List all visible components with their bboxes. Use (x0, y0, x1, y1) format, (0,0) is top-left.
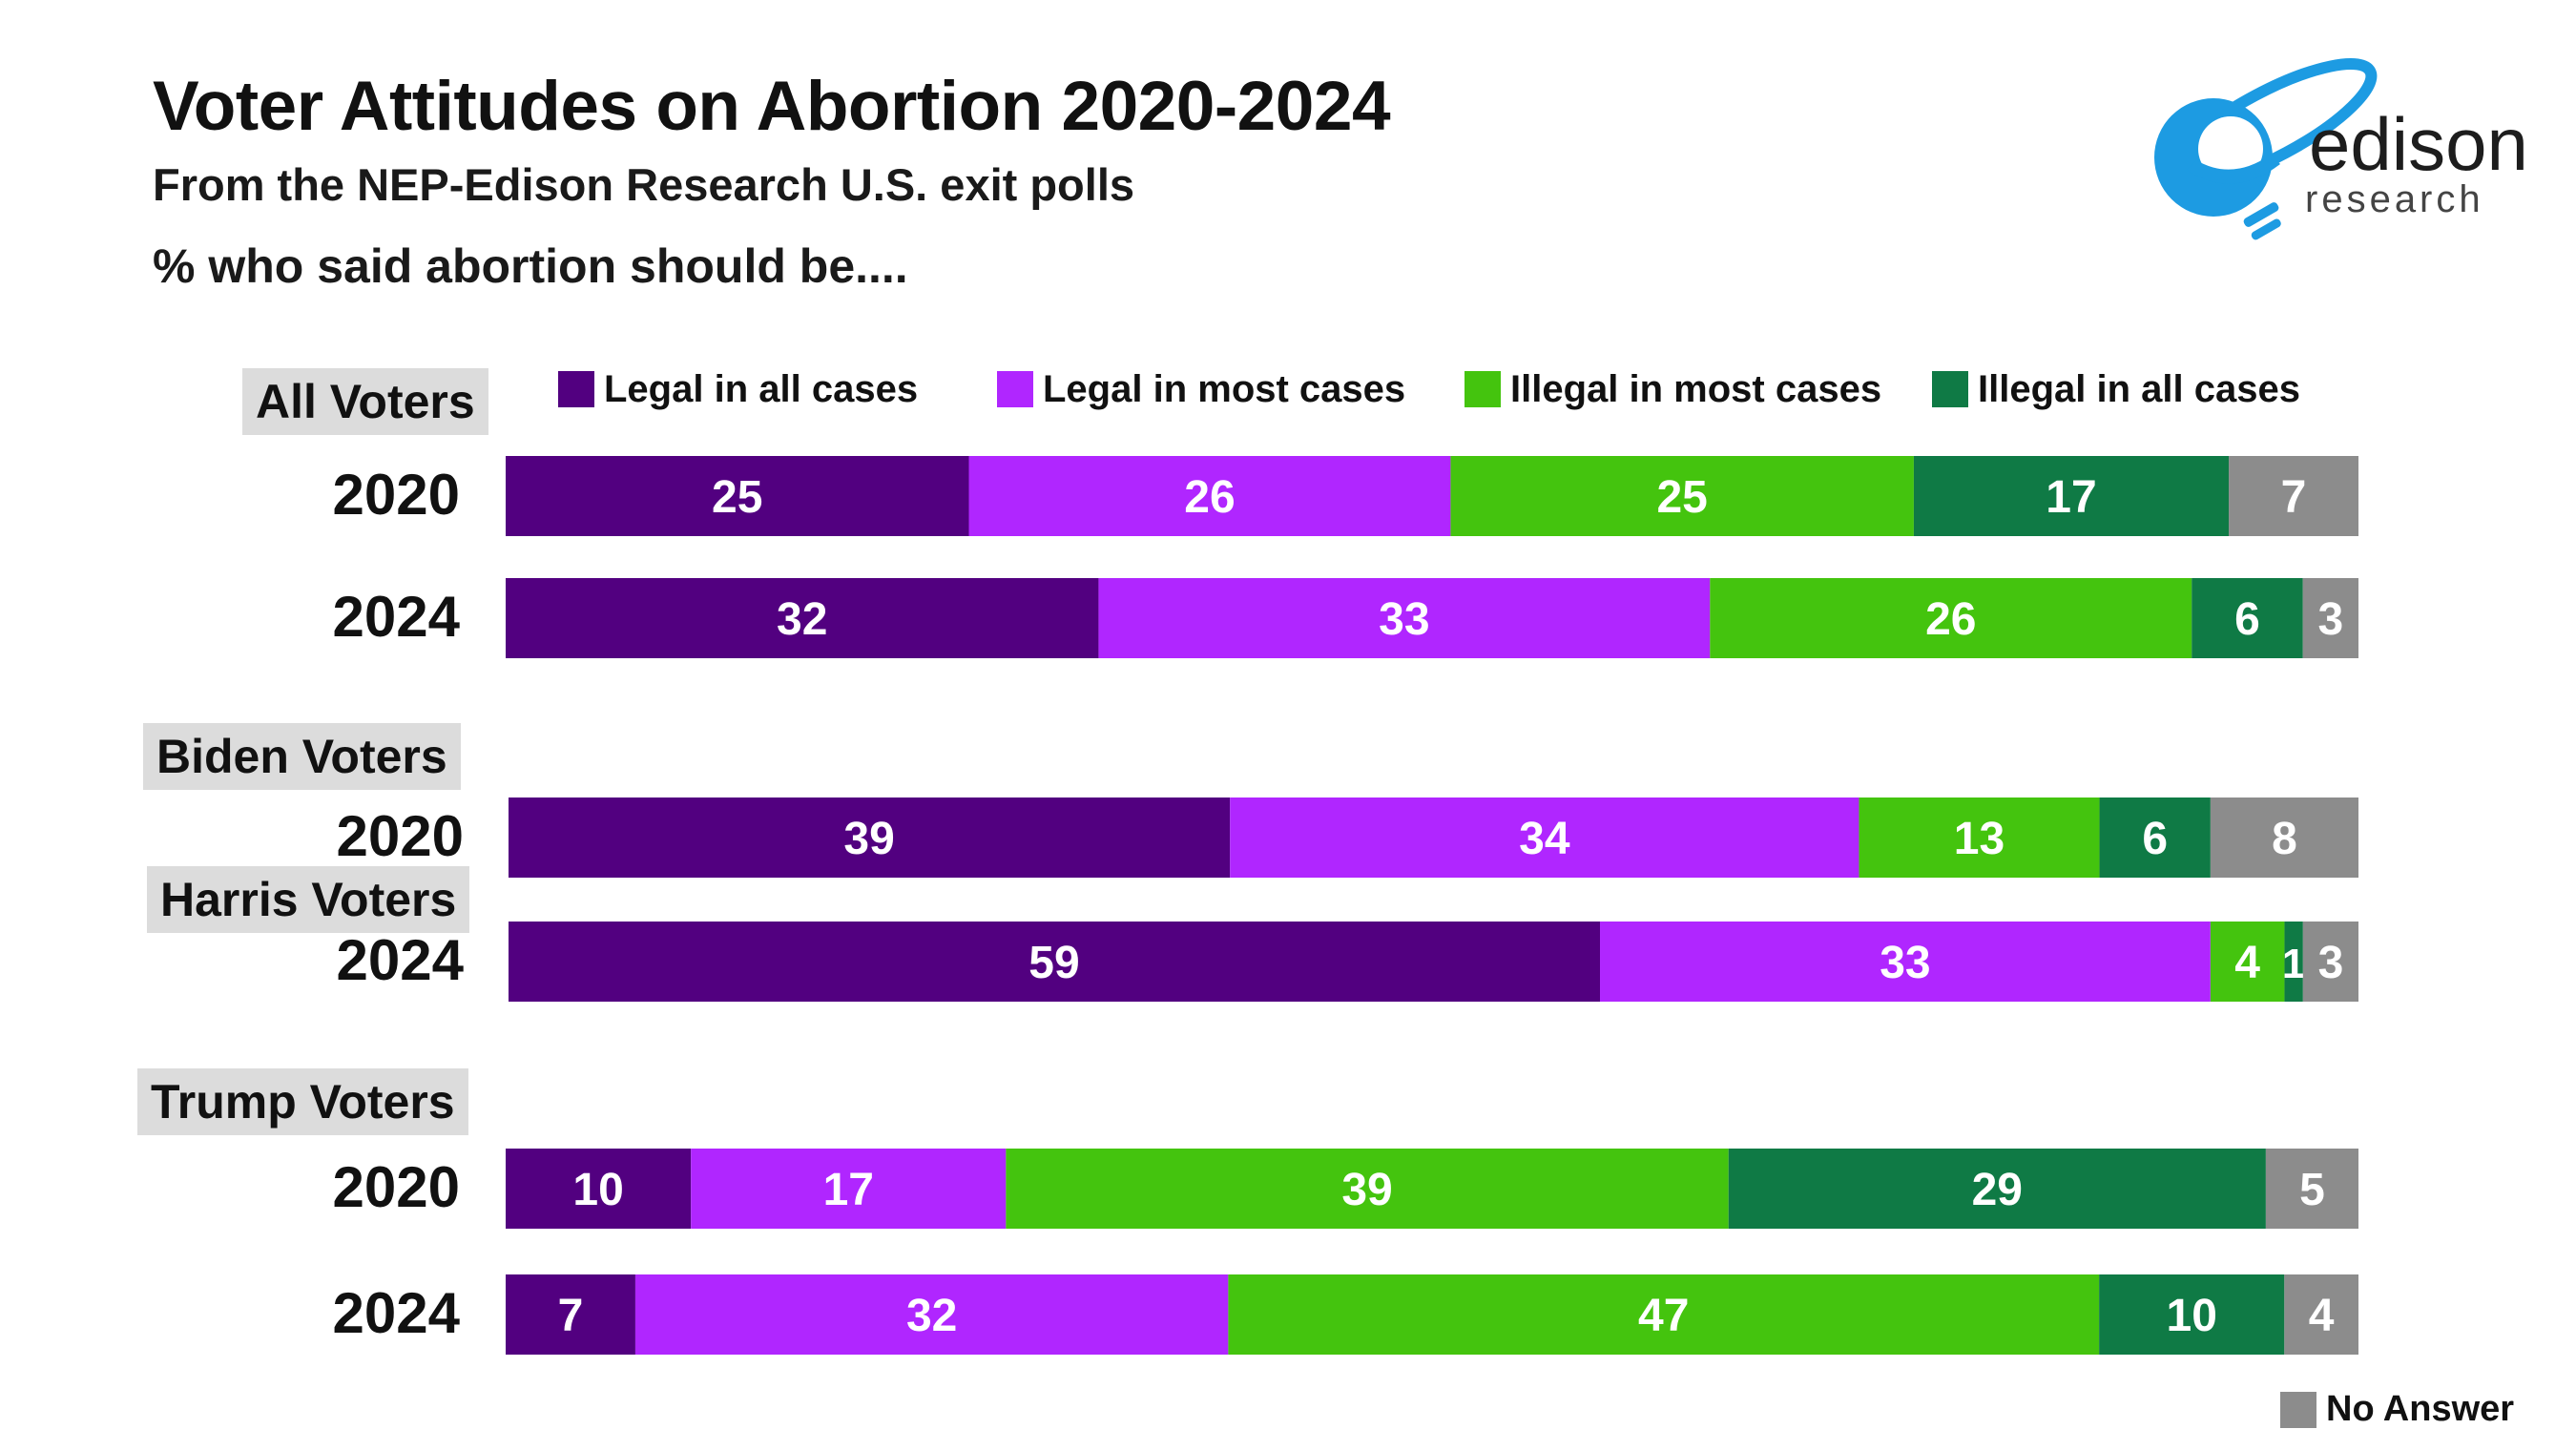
year-label-all-voters-2024: 2024 (332, 585, 460, 649)
legend-swatch-legal-in-most-cases (997, 371, 1033, 407)
data-label-all-voters-2020-legal-in-all-cases: 25 (712, 472, 762, 523)
logo-subword: research (2305, 178, 2484, 220)
data-label-harris-voters-2024-legal-in-all-cases: 59 (1028, 938, 1079, 988)
bar-segment-all-voters-2024-no-answer (2302, 578, 2358, 658)
bar-segment-trump-voters-2024-legal-in-all-cases (506, 1274, 635, 1355)
data-label-harris-voters-2024-legal-in-most-cases: 33 (1880, 938, 1930, 988)
data-label-all-voters-2024-legal-in-all-cases: 32 (777, 594, 827, 645)
bar-segment-biden-voters-2020-no-answer (2210, 798, 2358, 878)
data-label-trump-voters-2020-legal-in-most-cases: 17 (823, 1165, 874, 1215)
bar-segment-all-voters-2020-legal-in-all-cases (506, 456, 969, 536)
legend-swatch-no-answer (2280, 1391, 2316, 1428)
legend-label-illegal-in-all-cases: Illegal in all cases (1978, 367, 2300, 410)
data-label-trump-voters-2020-no-answer: 5 (2299, 1165, 2325, 1215)
year-label-all-voters-2020: 2020 (332, 463, 460, 527)
bar-segment-trump-voters-2020-no-answer (2265, 1149, 2358, 1229)
data-label-trump-voters-2024-legal-in-all-cases: 7 (558, 1291, 584, 1341)
chart-subtitle: From the NEP-Edison Research U.S. exit p… (153, 159, 1135, 210)
bar-segment-biden-voters-2020-legal-in-most-cases (1230, 798, 1859, 878)
bar-segment-all-voters-2024-legal-in-most-cases (1098, 578, 1711, 658)
group-label-harris-voters: Harris Voters (147, 866, 470, 933)
data-label-biden-voters-2020-legal-in-all-cases: 39 (843, 814, 894, 864)
year-label-harris-voters-2024: 2024 (336, 928, 464, 992)
bar-segment-all-voters-2024-legal-in-all-cases (506, 578, 1099, 658)
bar-segment-trump-voters-2020-legal-in-all-cases (506, 1149, 692, 1229)
data-label-harris-voters-2024-illegal-in-most-cases: 4 (2234, 938, 2260, 988)
bar-segment-harris-voters-2024-legal-in-all-cases (509, 922, 1601, 1002)
bar-segment-harris-voters-2024-legal-in-most-cases (1600, 922, 2211, 1002)
legend-label-illegal-in-most-cases: Illegal in most cases (1510, 367, 1882, 410)
data-label-harris-voters-2024-illegal-in-all-cases: 1 (2282, 941, 2305, 987)
data-label-all-voters-2020-illegal-in-most-cases: 25 (1656, 472, 1707, 523)
bar-segment-all-voters-2020-illegal-in-all-cases (1913, 456, 2230, 536)
data-label-trump-voters-2020-illegal-in-all-cases: 29 (1972, 1165, 2023, 1215)
data-label-trump-voters-2024-no-answer: 4 (2309, 1291, 2335, 1341)
legend-label-no-answer: No Answer (2326, 1389, 2515, 1429)
bar-segment-harris-voters-2024-illegal-in-most-cases (2210, 922, 2285, 1002)
group-label-biden-voters: Biden Voters (143, 723, 461, 790)
bar-segment-all-voters-2020-illegal-in-most-cases (1450, 456, 1914, 536)
bar-segment-all-voters-2024-illegal-in-most-cases (1710, 578, 2192, 658)
bar-segment-trump-voters-2020-legal-in-most-cases (691, 1149, 1007, 1229)
data-label-all-voters-2020-legal-in-most-cases: 26 (1184, 472, 1235, 523)
bar-segment-all-voters-2024-illegal-in-all-cases (2192, 578, 2303, 658)
year-label-biden-voters-2020: 2020 (336, 804, 464, 868)
bar-segment-all-voters-2020-no-answer (2229, 456, 2358, 536)
data-label-harris-voters-2024-no-answer: 3 (2318, 938, 2344, 988)
bar-segment-trump-voters-2024-no-answer (2284, 1274, 2358, 1355)
bar-segment-trump-voters-2020-illegal-in-all-cases (1728, 1149, 2266, 1229)
data-label-biden-voters-2020-legal-in-most-cases: 34 (1519, 814, 1570, 864)
bar-segment-all-voters-2020-legal-in-most-cases (968, 456, 1451, 536)
data-label-all-voters-2020-illegal-in-all-cases: 17 (2046, 472, 2096, 523)
year-label-trump-voters-2020: 2020 (332, 1155, 460, 1219)
bar-segment-biden-voters-2020-illegal-in-all-cases (2099, 798, 2211, 878)
data-label-trump-voters-2024-illegal-in-all-cases: 10 (2167, 1291, 2217, 1341)
data-label-trump-voters-2020-illegal-in-most-cases: 39 (1341, 1165, 1392, 1215)
data-label-all-voters-2024-illegal-in-all-cases: 6 (2234, 594, 2260, 645)
data-label-biden-voters-2020-illegal-in-all-cases: 6 (2142, 814, 2168, 864)
bar-segment-trump-voters-2024-illegal-in-all-cases (2099, 1274, 2285, 1355)
legend-item-legal-in-most-cases: Legal in most cases (997, 368, 1405, 410)
data-label-biden-voters-2020-no-answer: 8 (2272, 814, 2297, 864)
data-label-trump-voters-2020-legal-in-all-cases: 10 (572, 1165, 623, 1215)
logo-wordmark: edison (2309, 102, 2528, 186)
group-label-trump-voters: Trump Voters (137, 1068, 468, 1135)
data-label-all-voters-2024-illegal-in-most-cases: 26 (1925, 594, 1976, 645)
edison-research-logo: edison research (2128, 57, 2547, 253)
data-label-all-voters-2024-no-answer: 3 (2318, 594, 2344, 645)
edison-logo-icon: edison research (2154, 57, 2528, 240)
bar-segment-biden-voters-2020-legal-in-all-cases (509, 798, 1231, 878)
bar-segment-trump-voters-2020-illegal-in-most-cases (1006, 1149, 1729, 1229)
group-label-all-voters: All Voters (242, 368, 488, 435)
legend-swatch-illegal-in-most-cases (1465, 371, 1501, 407)
chart-title: Voter Attitudes on Abortion 2020-2024 (153, 68, 1391, 145)
data-label-biden-voters-2020-illegal-in-most-cases: 13 (1954, 814, 2005, 864)
year-label-trump-voters-2024: 2024 (332, 1281, 460, 1345)
legend-label-legal-in-most-cases: Legal in most cases (1043, 367, 1406, 410)
question-text: % who said abortion should be.... (153, 239, 908, 293)
legend-item-legal-in-all-cases: Legal in all cases (558, 368, 918, 410)
data-label-trump-voters-2024-legal-in-most-cases: 32 (906, 1291, 957, 1341)
bar-segment-harris-voters-2024-illegal-in-all-cases (2284, 922, 2303, 1002)
legend-swatch-illegal-in-all-cases (1932, 371, 1968, 407)
legend-item-illegal-in-most-cases: Illegal in most cases (1465, 368, 1881, 410)
data-label-all-voters-2020-no-answer: 7 (2281, 472, 2307, 523)
bar-segment-harris-voters-2024-no-answer (2302, 922, 2358, 1002)
legend-item-illegal-in-all-cases: Illegal in all cases (1932, 368, 2300, 410)
bar-segment-biden-voters-2020-illegal-in-most-cases (1859, 798, 2100, 878)
legend-label-legal-in-all-cases: Legal in all cases (604, 367, 919, 410)
bar-segment-trump-voters-2024-illegal-in-most-cases (1228, 1274, 2100, 1355)
bar-segment-trump-voters-2024-legal-in-most-cases (634, 1274, 1229, 1355)
data-label-trump-voters-2024-illegal-in-most-cases: 47 (1638, 1291, 1689, 1341)
legend-item-no-answer: No Answer (2280, 1389, 2514, 1430)
legend-swatch-legal-in-all-cases (558, 371, 594, 407)
data-label-all-voters-2024-legal-in-most-cases: 33 (1379, 594, 1429, 645)
